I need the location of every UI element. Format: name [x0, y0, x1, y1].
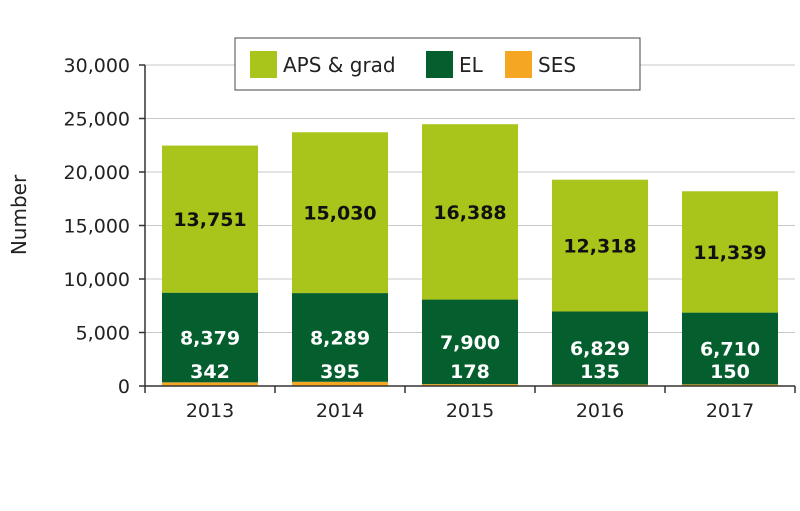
x-tick-label: 2014: [316, 400, 364, 422]
y-tick-label: 5,000: [76, 323, 130, 345]
bar-segment-ses: [422, 384, 518, 386]
data-label: 8,379: [180, 328, 240, 350]
x-tick-label: 2015: [446, 400, 494, 422]
data-labels: 342 8,379 13,751 395 8,289 15,030 178 7,900 16,3…: [173, 202, 766, 383]
bar-segment-el: [292, 293, 388, 382]
bar-segment-ses: [682, 384, 778, 386]
x-tick-label: 2016: [576, 400, 624, 422]
data-label: 342: [190, 361, 230, 383]
y-tick-label: 30,000: [64, 55, 130, 77]
bar-segment-aps-grad: [682, 191, 778, 313]
x-tick-labels: 2013 2014 2015 2016 2017: [186, 400, 754, 422]
legend-swatch: [250, 51, 277, 78]
data-label: 11,339: [693, 242, 766, 264]
y-tick-label: 10,000: [64, 269, 130, 291]
bar-segment-ses: [162, 382, 258, 386]
y-tick-label: 0: [118, 376, 130, 398]
bars: [162, 124, 778, 386]
data-label: 15,030: [303, 203, 376, 225]
data-label: 395: [320, 361, 360, 383]
bar-segment-el: [422, 299, 518, 385]
data-label: 7,900: [440, 332, 500, 354]
legend-swatch: [505, 51, 532, 78]
legend-swatch: [426, 51, 453, 78]
data-label: 16,388: [433, 202, 506, 224]
axes: [139, 64, 796, 393]
bar-segment-ses: [292, 381, 388, 386]
bar-segment-aps-grad: [552, 179, 648, 312]
data-label: 8,289: [310, 327, 370, 349]
bar-segment-el: [552, 311, 648, 385]
data-label: 178: [450, 361, 490, 383]
x-tick-label: 2017: [706, 400, 754, 422]
x-tick-label: 2013: [186, 400, 234, 422]
y-tick-label: 25,000: [64, 109, 130, 131]
y-tick-label: 15,000: [64, 216, 130, 238]
bar-segment-aps-grad: [292, 132, 388, 294]
legend: APS & grad EL SES: [234, 37, 641, 91]
legend-label: SES: [538, 53, 576, 77]
data-label: 13,751: [173, 209, 246, 231]
data-label: 6,829: [570, 338, 630, 360]
data-label: 6,710: [700, 338, 760, 360]
data-label: 12,318: [563, 236, 636, 258]
y-tick-labels: 0 5,000 10,000 15,000 20,000 25,000 30,000: [64, 55, 130, 398]
legend-label: EL: [459, 53, 484, 77]
legend-label: APS & grad: [283, 53, 396, 77]
data-label: 150: [710, 361, 750, 383]
data-label: 135: [580, 361, 620, 383]
bar-segment-aps-grad: [422, 124, 518, 300]
bar-segment-el: [682, 312, 778, 385]
y-axis-label: Number: [7, 174, 31, 255]
bar-segment-aps-grad: [162, 145, 258, 293]
bar-segment-el: [162, 292, 258, 383]
y-tick-label: 20,000: [64, 162, 130, 184]
